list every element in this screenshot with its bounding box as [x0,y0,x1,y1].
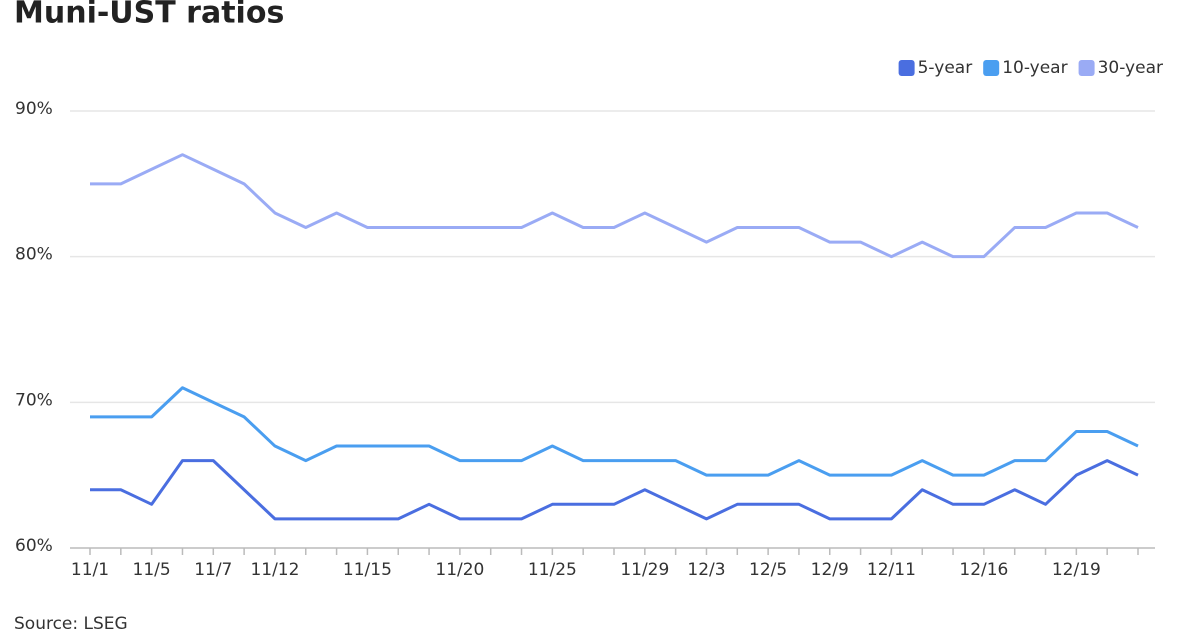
series-line [90,153,1139,259]
legend-swatch [983,60,1000,76]
source: Source: LSEG [14,614,128,630]
y-tick-label: 70% [15,390,53,410]
x-tick-label: 12/16 [959,560,1008,580]
y-tick-label: 80% [15,245,53,265]
x-tick-label: 12/11 [867,560,916,580]
x-tick-label: 12/5 [749,560,787,580]
x-tick-label: 12/19 [1052,560,1101,580]
x-tick-label: 12/3 [687,560,725,580]
x-tick-label: 11/1 [71,560,109,580]
series-line [90,386,1139,477]
x-tick-label: 11/20 [435,560,484,580]
x-tick-label: 11/15 [343,560,392,580]
legend-label: 30-year [1098,58,1163,78]
legend-label: 10-year [1002,58,1067,78]
chart-title: Muni-UST ratios [14,0,284,31]
x-tick-label: 11/5 [133,560,171,580]
x-tick-label: 11/7 [194,560,232,580]
legend-label: 5-year [918,58,973,78]
x-tick-label: 12/9 [811,560,849,580]
x-tick-label: 11/12 [250,560,299,580]
y-tick-label: 90% [15,99,53,119]
y-tick-label: 60% [15,536,53,556]
legend-swatch [1078,60,1095,76]
series-line [90,459,1139,521]
x-tick-label: 11/25 [528,560,577,580]
x-tick-label: 11/29 [620,560,669,580]
legend-swatch [898,60,915,76]
